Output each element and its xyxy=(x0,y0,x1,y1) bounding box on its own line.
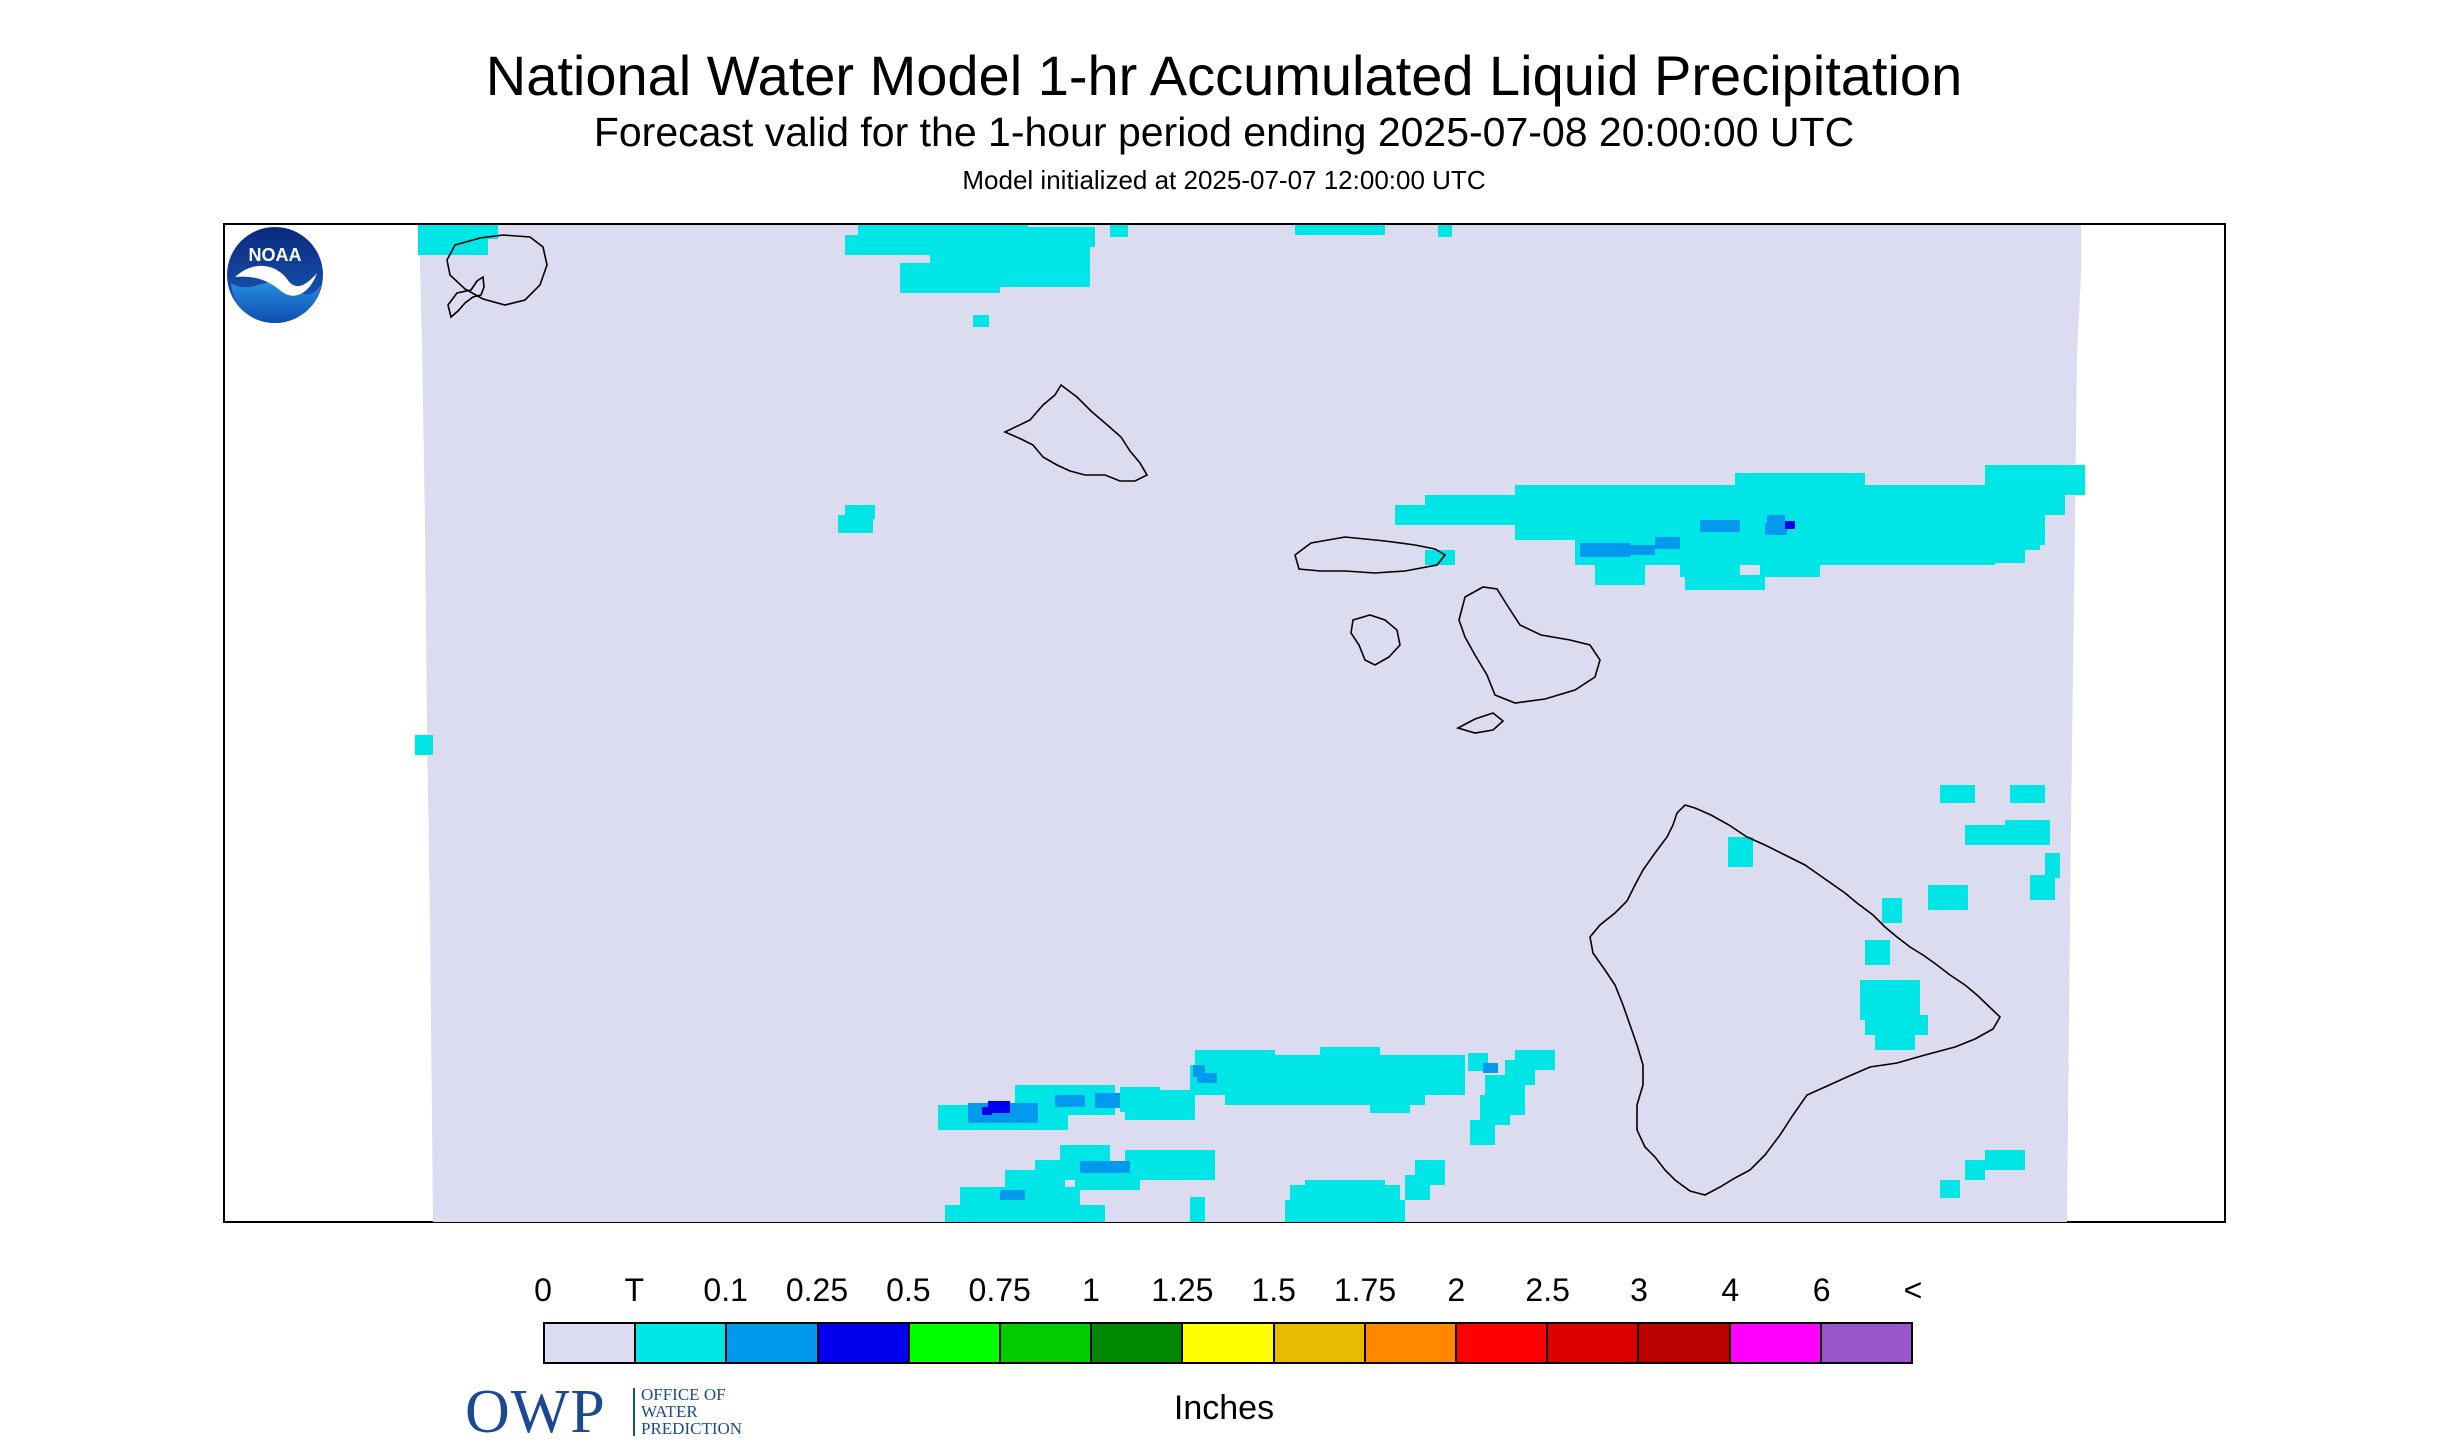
molokai-coastline xyxy=(1294,536,1447,574)
legend-label-9: 1.75 xyxy=(1333,1272,1397,1308)
map-canvas xyxy=(415,225,2085,1222)
model-init-text: Model initialized at 2025-07-07 12:00:00… xyxy=(962,165,1486,195)
owp-line-3: PREDICTION xyxy=(641,1419,743,1438)
legend-label-2: 0.1 xyxy=(703,1272,748,1308)
legend-label-0: 0 xyxy=(534,1272,552,1308)
legend-label-6: 1 xyxy=(1082,1272,1100,1308)
legend-label-10: 2 xyxy=(1447,1272,1466,1308)
map-title: National Water Model 1-hr Accumulated Li… xyxy=(485,44,1963,107)
owp-abbrev: OWP xyxy=(465,1378,606,1446)
legend-swatch-8 xyxy=(1274,1324,1366,1362)
blue-precip-patches xyxy=(982,521,1795,1115)
noaa-text: NOAA xyxy=(249,245,302,265)
legend-units: Inches xyxy=(1173,1389,1275,1427)
noaa-logo: NOAA xyxy=(227,227,323,323)
legend-label-5: 0.75 xyxy=(968,1272,1031,1308)
owp-line-1: OFFICE OF xyxy=(641,1385,726,1404)
legend-label-14: 6 xyxy=(1812,1272,1831,1308)
legend-swatch-6 xyxy=(1092,1324,1184,1362)
legend-label-13: 4 xyxy=(1721,1272,1740,1308)
legend-swatch-4 xyxy=(909,1324,1002,1362)
legend-swatch-9 xyxy=(1365,1324,1458,1362)
coastlines xyxy=(446,234,2002,1196)
trace-precip-patches xyxy=(415,225,2085,1222)
precipitation-map: OWP OFFICE OF WATER PREDICTION NOAA xyxy=(223,223,2226,1444)
legend-swatch-5 xyxy=(1001,1324,1093,1362)
forecast-valid-subtitle: Forecast valid for the 1-hour period end… xyxy=(593,109,1855,155)
legend-label-1: T xyxy=(624,1272,645,1308)
legend-label-3: 0.25 xyxy=(785,1272,849,1308)
legend-swatch-11 xyxy=(1548,1324,1640,1362)
owp-line-2: WATER xyxy=(641,1402,698,1421)
legend-label-8: 1.5 xyxy=(1251,1272,1296,1308)
kauai-coastline xyxy=(446,234,548,306)
legend-swatch-7 xyxy=(1183,1324,1275,1362)
legend-label-7: 1.25 xyxy=(1151,1272,1214,1308)
legend-swatch-14 xyxy=(1821,1324,1912,1362)
legend-swatch-13 xyxy=(1730,1324,1822,1362)
owp-fullname: OFFICE OF WATER PREDICTION xyxy=(641,1386,742,1437)
kahoolawe-coastline xyxy=(1455,712,1505,734)
legend-swatch-2 xyxy=(727,1324,819,1362)
model-domain-area xyxy=(420,225,2081,1222)
light-blue-precip-patches xyxy=(968,515,1787,1200)
legend-swatch-12 xyxy=(1639,1324,1731,1362)
legend-label-11: 2.5 xyxy=(1525,1272,1570,1308)
legend-label-4: 0.5 xyxy=(886,1272,931,1308)
oahu-coastline xyxy=(1003,383,1149,482)
legend-swatch-10 xyxy=(1457,1324,1549,1362)
maui-coastline xyxy=(1458,586,1601,704)
legend-swatch-1 xyxy=(636,1324,728,1362)
big-island-coastline xyxy=(1589,804,2002,1196)
legend-swatch-0 xyxy=(545,1324,637,1362)
legend-label-15: < xyxy=(1903,1272,1923,1308)
legend-label-12: 3 xyxy=(1630,1272,1648,1308)
owp-logo: OWP OFFICE OF WATER PREDICTION xyxy=(465,1380,785,1444)
color-legend-bar xyxy=(543,1322,1913,1364)
legend-labels: 0 T 0.1 0.25 0.5 0.75 1 1.25 1.5 1.75 2 2.5 3 4 6 < xyxy=(534,1270,1922,1314)
owp-divider xyxy=(633,1388,635,1436)
lanai-coastline xyxy=(1350,614,1401,666)
legend-swatch-3 xyxy=(818,1324,910,1362)
